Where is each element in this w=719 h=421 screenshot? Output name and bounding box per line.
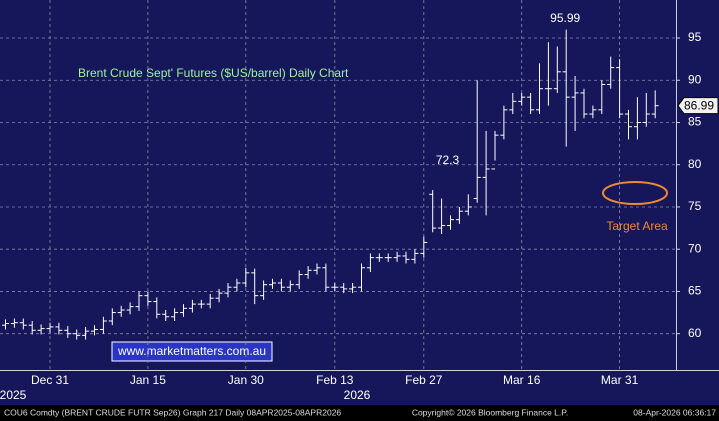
x-tick-label: Dec 31 — [31, 373, 69, 387]
target-ellipse — [602, 181, 668, 205]
y-tick-label: 95 — [688, 30, 702, 44]
y-tick-label: 90 — [688, 72, 702, 86]
high-label: 95.99 — [550, 11, 580, 25]
last-price-label: 86.99 — [684, 98, 714, 112]
x-tick-label: Feb 13 — [316, 373, 354, 387]
background — [0, 0, 719, 405]
y-tick-label: 80 — [688, 157, 702, 171]
footer-center: Copyright© 2026 Bloomberg Finance L.P. — [412, 407, 568, 417]
x-tick-label: Mar 31 — [601, 373, 639, 387]
watermark-box — [111, 341, 273, 362]
x-tick-label: Jan 30 — [228, 373, 264, 387]
last-price-tag — [677, 97, 719, 115]
y-tick-label: 65 — [688, 284, 702, 298]
watermark: www.marketmatters.com.au — [117, 344, 266, 358]
x-tick-label: Feb 27 — [405, 373, 443, 387]
year-label: 2025 — [0, 388, 27, 402]
annotation: Target Area — [606, 219, 668, 233]
year-label: 2026 — [344, 388, 371, 402]
x-tick-label: Jan 15 — [130, 373, 166, 387]
y-tick-label: 60 — [688, 326, 702, 340]
y-tick-label: 75 — [688, 199, 702, 213]
chart-title: Brent Crude Sept' Futures ($US/barrel) D… — [78, 66, 349, 80]
low-label: 72.3 — [436, 153, 460, 167]
y-tick-label: 70 — [688, 241, 702, 255]
footer-left: COU6 Comdty (BRENT CRUDE FUTR Sep26) Gra… — [4, 407, 341, 417]
footer-right: 08-Apr-2026 06:36:17 — [633, 407, 716, 417]
y-tick-label: 85 — [688, 115, 702, 129]
footer-bar — [0, 405, 719, 421]
x-tick-label: Mar 16 — [503, 373, 541, 387]
